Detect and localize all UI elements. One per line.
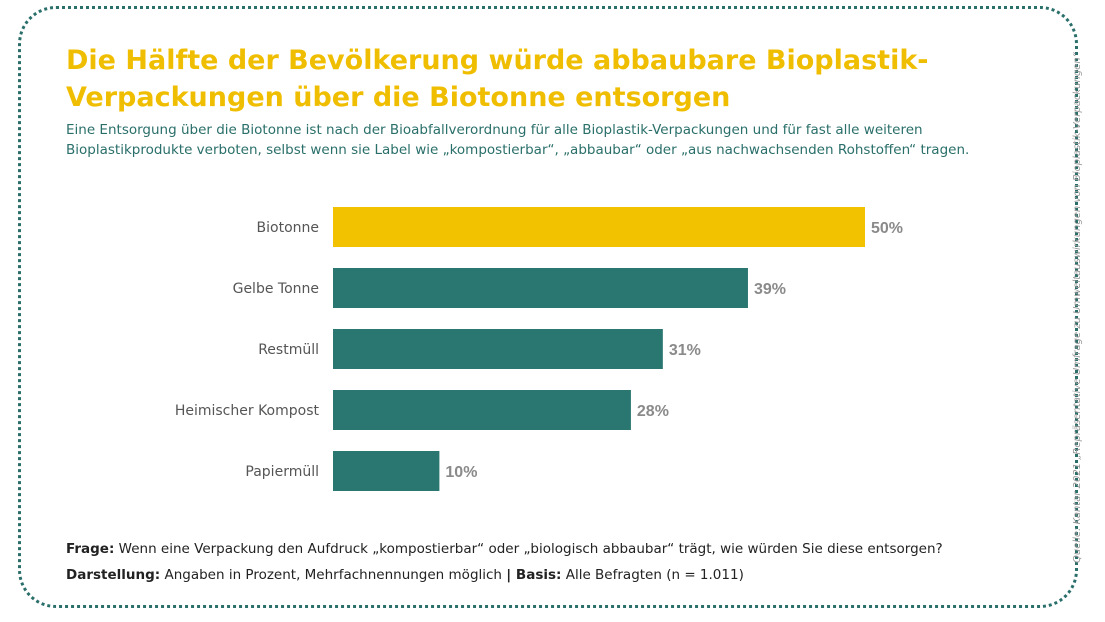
basis-text: Alle Befragten (n = 1.011) [561, 567, 744, 583]
bar-restmüll [333, 329, 663, 369]
display-note: Darstellung: Angaben in Prozent, Mehrfac… [66, 566, 1046, 584]
category-label: Gelbe Tonne [233, 281, 319, 297]
bar-chart: Biotonne 50% Gelbe Tonne 39% Restmüll 31% Heim… [175, 207, 903, 491]
bars-layer: Biotonne 50% Gelbe Tonne 39% Restmüll 31% Heim… [175, 207, 903, 491]
dotted-frame [18, 6, 1078, 608]
bar-papiermüll [333, 451, 440, 491]
value-label: 31% [669, 342, 701, 359]
bar-gelbe-tonne [333, 268, 748, 308]
category-label: Heimischer Kompost [175, 403, 320, 419]
source-note: Quelle: Kantar 2021 „Repräsentative Umfr… [1072, 52, 1083, 563]
display-text: Angaben in Prozent, Mehrfachnennungen mö… [160, 567, 507, 583]
chart-title: Die Hälfte der Bevölkerung würde abbauba… [66, 45, 929, 113]
question-label: Frage: [66, 541, 115, 557]
value-label: 28% [637, 403, 669, 420]
category-label: Papiermüll [245, 464, 319, 480]
category-label: Biotonne [257, 220, 319, 236]
chart-subtitle: Eine Entsorgung über die Biotonne ist na… [66, 122, 970, 158]
question-text: Wenn eine Verpackung den Aufdruck „kompo… [114, 541, 943, 557]
category-label: Restmüll [258, 342, 319, 358]
separator: | [506, 567, 512, 583]
bar-biotonne [333, 207, 865, 247]
value-label: 50% [871, 220, 903, 237]
value-label: 10% [445, 464, 477, 481]
display-label: Darstellung: [66, 567, 161, 583]
question-note: Frage: Wenn eine Verpackung den Aufdruck… [66, 540, 1046, 558]
value-label: 39% [754, 281, 786, 298]
basis-label: Basis: [511, 567, 562, 583]
bar-heimischer-kompost [333, 390, 631, 430]
